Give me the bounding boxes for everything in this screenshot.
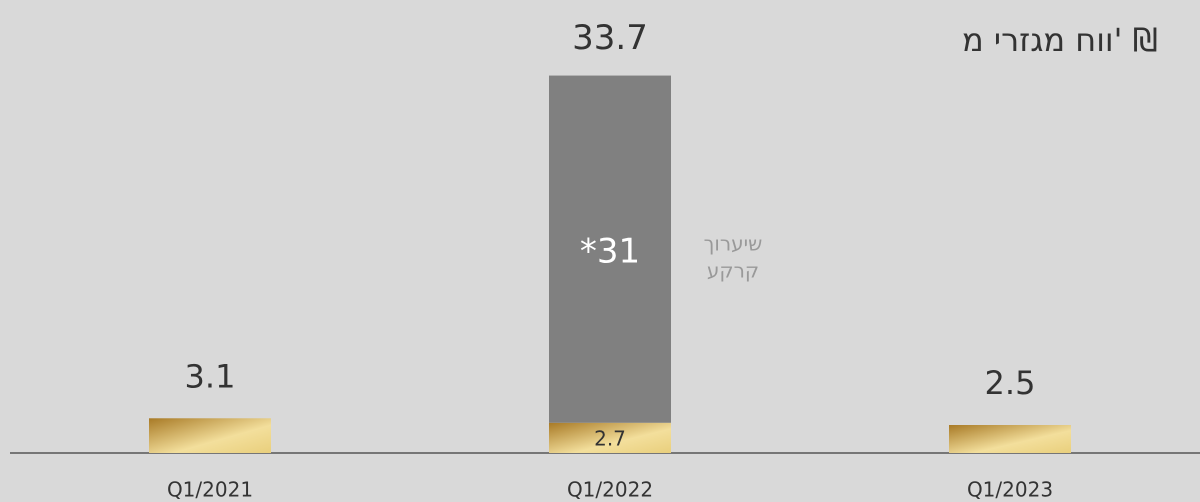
annotation: קרקע: [707, 259, 759, 283]
chart-title: ווח מגזרי מ' ₪: [962, 21, 1158, 59]
bar-segment: [149, 418, 271, 453]
data-label: 2.7: [594, 426, 626, 450]
x-tick-label: Q1/2023: [967, 478, 1053, 502]
x-tick-label: Q1/2021: [167, 478, 253, 502]
bar-segment: [949, 425, 1071, 453]
x-tick-label: Q1/2022: [567, 478, 653, 502]
total-label: 33.7: [572, 18, 648, 58]
data-label: 2.5: [985, 364, 1036, 402]
annotation: שיערוך: [704, 232, 763, 256]
data-label: *31: [580, 232, 640, 272]
data-label: 3.1: [185, 357, 236, 395]
bar-segment: [549, 75, 671, 423]
bar-segment: [549, 422, 671, 453]
